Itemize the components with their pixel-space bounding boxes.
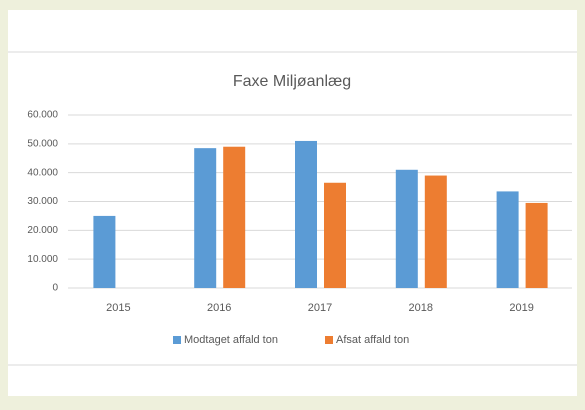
bar bbox=[424, 175, 447, 288]
bar bbox=[525, 202, 548, 288]
y-tick-label: 0 bbox=[52, 283, 58, 294]
bar bbox=[223, 146, 246, 288]
legend-swatch bbox=[325, 336, 333, 344]
panel bbox=[8, 10, 577, 396]
legend-label: Modtaget affald ton bbox=[184, 334, 278, 346]
y-tick-label: 40.000 bbox=[27, 167, 58, 178]
x-tick-label: 2019 bbox=[509, 302, 533, 314]
chart-title: Faxe Miljøanlæg bbox=[233, 73, 351, 90]
legend-label: Afsat affald ton bbox=[336, 334, 409, 346]
y-tick-label: 50.000 bbox=[27, 138, 58, 149]
y-tick-label: 10.000 bbox=[27, 254, 58, 265]
bar bbox=[93, 215, 116, 288]
y-tick-label: 60.000 bbox=[27, 110, 58, 121]
bar bbox=[295, 140, 317, 288]
legend-swatch bbox=[173, 336, 181, 344]
y-tick-label: 30.000 bbox=[27, 196, 58, 207]
bar bbox=[324, 182, 346, 288]
x-tick-label: 2017 bbox=[308, 302, 332, 314]
y-tick-label: 20.000 bbox=[27, 225, 58, 236]
x-tick-label: 2015 bbox=[106, 302, 130, 314]
x-tick-label: 2016 bbox=[207, 302, 231, 314]
x-tick-label: 2018 bbox=[409, 302, 433, 314]
bar bbox=[395, 169, 418, 288]
bar bbox=[194, 148, 217, 288]
bar bbox=[496, 191, 519, 288]
